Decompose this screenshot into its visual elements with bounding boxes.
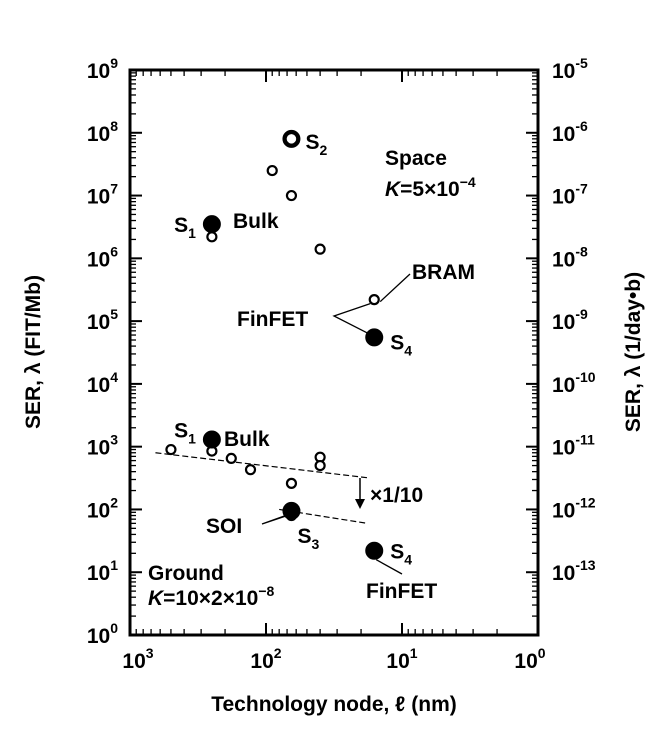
- y2-tick-label: 10-6: [552, 118, 588, 146]
- filled-point: [365, 328, 384, 347]
- annotation-finfet-ground: FinFET: [366, 580, 437, 603]
- point-label: S3: [297, 525, 319, 552]
- reduction-arrow-head: [355, 499, 365, 509]
- open-point-overlay: [286, 134, 297, 144]
- y2-tick-label: 10-9: [552, 306, 588, 334]
- annotation-reduction: ×1/10: [370, 484, 423, 507]
- open-point: [206, 231, 218, 243]
- open-point: [165, 443, 177, 456]
- y2-tick-label: 10-7: [552, 181, 588, 209]
- y-tick-label: 104: [87, 369, 118, 397]
- annotation-soi: SOI: [206, 515, 242, 538]
- annotation-ground: Ground: [148, 562, 224, 585]
- trend-lines: [155, 452, 368, 524]
- plot-frame: [128, 68, 540, 637]
- open-point: [314, 459, 326, 472]
- axis-tick-labels: 103 102 101 100 100 101 102 103 104 105 106 107 108 1…: [87, 55, 596, 673]
- point-label: S1: [174, 420, 196, 447]
- open-point: [285, 477, 298, 489]
- soi-leader: [261, 514, 288, 525]
- finfet-ground-leader: [375, 559, 403, 575]
- point-label: S4: [390, 541, 412, 568]
- annotation-space-k: K=5×10−4: [385, 174, 476, 201]
- trend-line: [155, 452, 368, 479]
- y-tick-label: 107: [87, 181, 118, 209]
- open-point: [266, 164, 278, 177]
- x-axis-label: Technology node, ℓ (nm): [211, 693, 457, 716]
- annotation-bram: BRAM: [412, 261, 475, 284]
- y-tick-label: 102: [87, 494, 118, 522]
- filled-point: [365, 541, 384, 560]
- x-tick-label: 101: [386, 645, 417, 673]
- y-tick-label: 103: [87, 432, 118, 460]
- y2-tick-label: 10-5: [552, 55, 588, 83]
- open-point: [285, 189, 298, 202]
- open-point: [244, 464, 257, 476]
- filled-point: [202, 430, 221, 449]
- y-tick-label: 106: [87, 243, 118, 271]
- point-label: S2: [305, 131, 327, 158]
- data-points: [165, 129, 384, 560]
- annotation-ground-k: K=10×2×10−8: [148, 583, 275, 610]
- axis-ticks: [129, 69, 539, 636]
- x-tick-label: 103: [122, 645, 153, 673]
- point-label: S4: [390, 331, 412, 358]
- y2-axis-label: SER, λ (1/day•b): [622, 272, 645, 432]
- y-tick-label: 101: [87, 557, 118, 585]
- open-point: [314, 243, 326, 255]
- y-tick-label: 100: [87, 620, 118, 648]
- point-label: S1: [174, 214, 196, 241]
- annotation-bulk-ground: Bulk: [224, 428, 270, 451]
- y2-tick-label: 10-11: [552, 432, 595, 460]
- filled-point: [202, 215, 221, 234]
- annotation-finfet-space: FinFET: [237, 308, 308, 331]
- finfet-leader: [332, 302, 371, 334]
- annotation-space: Space: [385, 147, 447, 170]
- y-axis-label: SER, λ (FIT/Mb): [22, 275, 45, 429]
- y-tick-label: 105: [87, 306, 118, 334]
- x-tick-label: 102: [250, 645, 281, 673]
- y-tick-label: 109: [87, 55, 118, 83]
- y2-tick-label: 10-10: [552, 369, 596, 397]
- bram-leader: [379, 273, 411, 303]
- annotation-leaders: [261, 273, 411, 575]
- open-point: [368, 294, 380, 306]
- y2-tick-label: 10-13: [552, 557, 596, 585]
- y2-tick-label: 10-12: [552, 494, 596, 522]
- y2-tick-label: 10-8: [552, 243, 588, 271]
- open-point: [225, 452, 237, 465]
- annotation-bulk-space: Bulk: [233, 210, 279, 233]
- x-tick-label: 100: [514, 645, 545, 673]
- y-tick-label: 108: [87, 118, 118, 146]
